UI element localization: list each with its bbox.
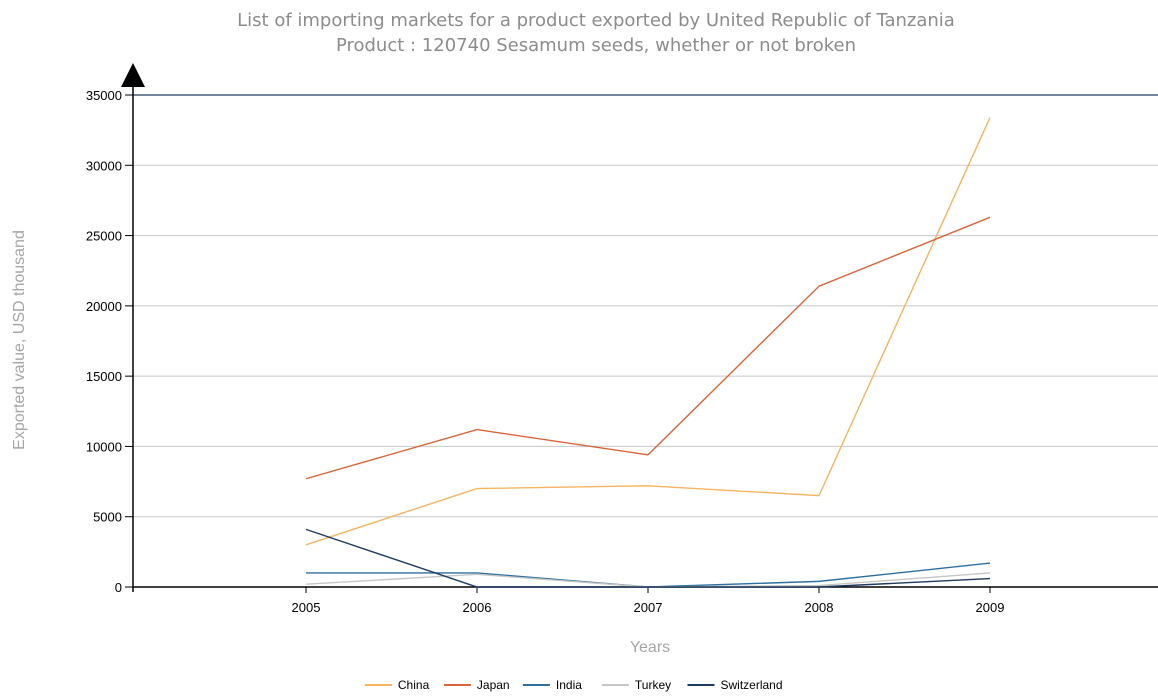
y-tick-label: 15000: [86, 369, 122, 384]
y-axis-label: Exported value, USD thousand: [11, 230, 28, 450]
y-tick-label: 10000: [86, 439, 122, 454]
x-axis-label: Years: [630, 639, 670, 656]
series-lines: [305, 117, 991, 588]
legend-item-japan: Japan: [443, 678, 510, 692]
legend-label: India: [556, 678, 582, 692]
legend-label: China: [398, 678, 430, 692]
series-line-japan: [305, 216, 991, 480]
series-line-china: [305, 117, 991, 546]
legend-item-turkey: Turkey: [601, 678, 671, 692]
legend: China Japan India Turkey Switzerland: [364, 678, 783, 692]
x-tick-label: 2007: [634, 600, 663, 615]
y-tick-label: 20000: [86, 299, 122, 314]
y-tick-label: 5000: [93, 510, 122, 525]
y-axis-arrow-icon: [121, 63, 145, 87]
y-axis-ticks: 0 5000 10000 15000 20000 25000 30000 35000: [86, 88, 133, 595]
legend-label: Turkey: [635, 678, 671, 692]
legend-label: Japan: [477, 678, 510, 692]
legend-item-switzerland: Switzerland: [687, 678, 783, 692]
chart-title: List of importing markets for a product …: [237, 10, 955, 31]
y-tick-label: 0: [115, 580, 122, 595]
gridlines: [133, 94, 1158, 518]
x-tick-label: 2005: [292, 600, 321, 615]
y-tick-label: 30000: [86, 158, 122, 173]
x-tick-label: 2008: [805, 600, 834, 615]
x-axis-ticks: 2005 2006 2007 2008 2009: [292, 587, 1005, 615]
legend-label: Switzerland: [721, 678, 783, 692]
series-line-turkey: [305, 572, 991, 588]
y-tick-label: 25000: [86, 229, 122, 244]
x-tick-label: 2006: [463, 600, 492, 615]
legend-item-india: India: [522, 678, 582, 692]
x-tick-label: 2009: [976, 600, 1005, 615]
legend-item-china: China: [364, 678, 430, 692]
chart-subtitle: Product : 120740 Sesamum seeds, whether …: [336, 35, 856, 56]
y-tick-label: 35000: [86, 88, 122, 103]
series-line-switzerland: [305, 528, 991, 588]
